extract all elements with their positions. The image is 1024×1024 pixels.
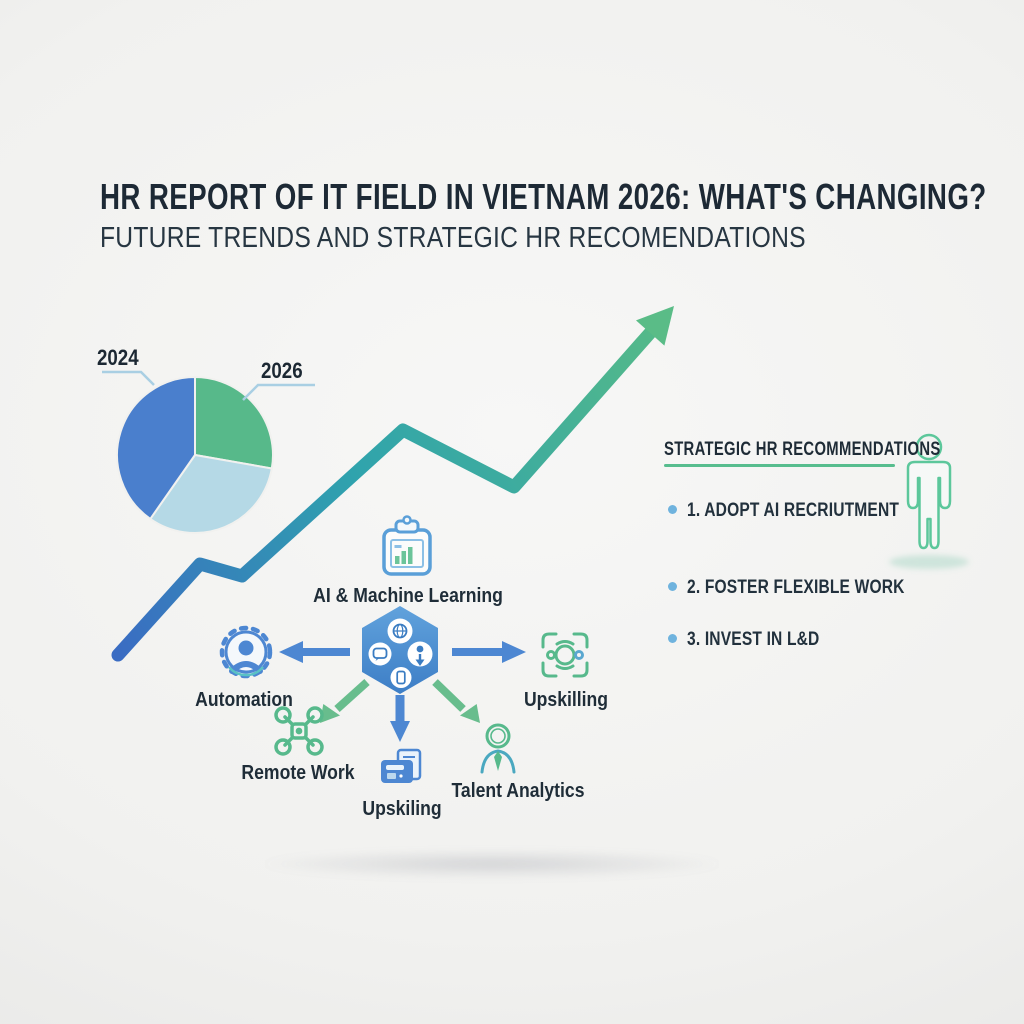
person-download-glyph — [415, 645, 425, 666]
arrow-left — [279, 641, 350, 663]
recommendations-underline — [664, 464, 895, 467]
person-tie-icon — [480, 723, 516, 774]
leader-2024 — [102, 370, 155, 386]
node-label-upskiling: Upskiling — [362, 798, 442, 820]
recommendation-item-3: 3. INVEST IN L&D — [687, 629, 820, 650]
ground-shadow — [262, 850, 722, 878]
recommendations-heading: STRATEGIC HR RECOMMENDATIONS — [664, 439, 941, 460]
leader-2026 — [242, 383, 315, 401]
process-brackets-icon — [541, 632, 589, 678]
arrow-right — [452, 641, 526, 663]
globe-glyph — [392, 623, 408, 639]
arrow-down-left — [320, 679, 370, 723]
person-outline-icon — [889, 433, 969, 569]
pie-label-2026: 2026 — [261, 358, 303, 383]
node-label-talent-analytics: Talent Analytics — [451, 780, 585, 802]
bullet-dot — [668, 634, 677, 643]
growth-trend-arrow — [111, 306, 674, 662]
page-title: HR REPORT OF IT FIELD IN VIETNAM 2026: W… — [100, 176, 987, 217]
recommendation-item-1: 1. ADOPT AI RECRIUTMENT — [687, 500, 900, 521]
pie-chart — [102, 370, 315, 534]
hub-label: AI & Machine Learning — [313, 585, 503, 607]
arrow-down-right — [432, 679, 480, 723]
drone-icon — [274, 706, 324, 756]
hub-arrows — [279, 641, 526, 742]
clipboard-chart-icon — [382, 515, 432, 576]
arrow-down — [390, 695, 410, 742]
node-label-remote-work: Remote Work — [241, 762, 355, 784]
person-gear-icon — [219, 625, 273, 679]
page-subtitle: FUTURE TRENDS AND STRATEGIC HR RECOMENDA… — [100, 222, 806, 254]
chat-glyph — [372, 647, 388, 661]
recommendation-item-2: 2. FOSTER FLEXIBLE WORK — [687, 577, 905, 598]
node-label-upskilling: Upskilling — [523, 689, 609, 711]
printer-docs-icon — [381, 748, 422, 783]
ai-hub-hexagon — [362, 606, 438, 694]
bullet-dot — [668, 505, 677, 514]
node-label-automation: Automation — [195, 689, 293, 711]
phone-glyph — [396, 670, 406, 685]
bullet-dot — [668, 582, 677, 591]
pie-label-2024: 2024 — [97, 345, 139, 370]
